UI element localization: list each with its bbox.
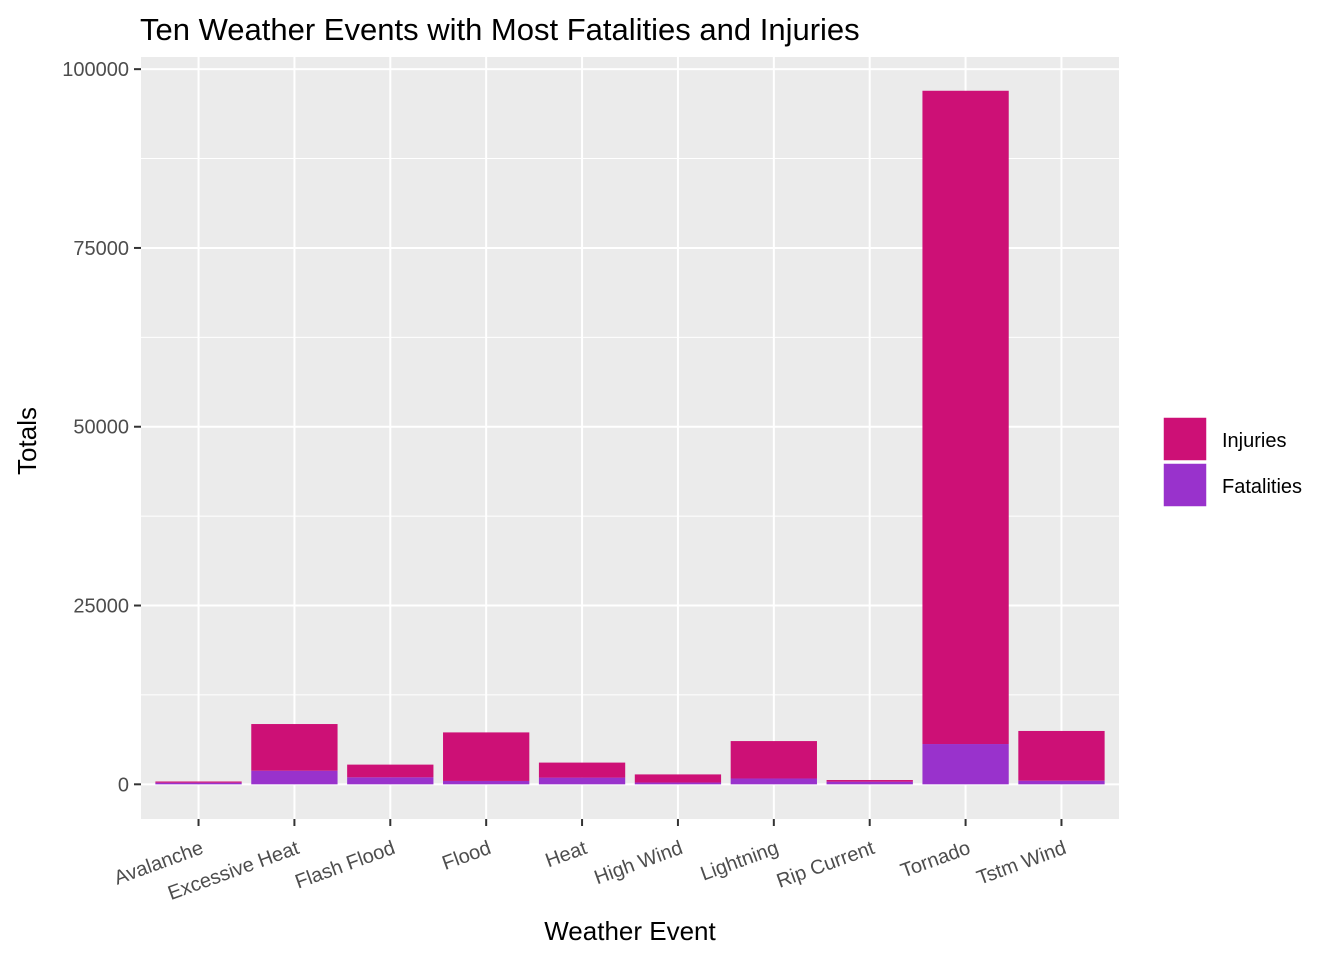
bars — [155, 90, 1105, 785]
y-tick-label: 25000 — [73, 596, 129, 618]
bar-fatalities-tstm-wind — [1018, 780, 1105, 785]
x-tick-label: Flood — [439, 837, 494, 875]
bar-injuries-heat — [538, 762, 626, 778]
bar-fatalities-tornado — [922, 744, 1009, 785]
bar-fatalities-flood — [443, 780, 530, 785]
legend-key-fatalities — [1162, 462, 1208, 508]
y-axis: 0 25000 50000 75000 100000 — [62, 59, 141, 796]
chart-title: Ten Weather Events with Most Fatalities … — [140, 12, 860, 47]
legend: Injuries Fatalities — [1162, 416, 1302, 508]
y-axis-title: Totals — [12, 407, 42, 475]
x-tick-label: Flash Flood — [292, 837, 398, 893]
bar-injuries-avalanche — [155, 781, 242, 783]
legend-key-injuries — [1162, 416, 1208, 462]
x-tick-label: High Wind — [591, 837, 685, 889]
bar-fatalities-lightning — [730, 778, 817, 785]
bar-fatalities-excessive-heat — [251, 770, 338, 785]
y-tick-label: 75000 — [73, 238, 129, 260]
bar-fatalities-avalanche — [155, 782, 242, 785]
x-tick-label: Tstm Wind — [974, 837, 1069, 890]
bar-injuries-tornado — [922, 90, 1009, 745]
y-tick-label: 100000 — [62, 59, 129, 81]
bar-injuries-excessive-heat — [251, 724, 338, 771]
bar-injuries-flash-flood — [347, 764, 434, 778]
bar-injuries-tstm-wind — [1018, 730, 1105, 781]
x-tick-label: Tornado — [898, 837, 973, 882]
x-tick-label: Heat — [543, 837, 591, 872]
grid-lines — [141, 57, 1119, 819]
x-tick-label: Rip Current — [774, 837, 878, 893]
x-tick-label: Lightning — [698, 837, 782, 885]
bar-injuries-lightning — [730, 741, 817, 779]
legend-label-fatalities: Fatalities — [1222, 476, 1302, 498]
y-tick-label: 50000 — [73, 417, 129, 439]
x-axis-title: Weather Event — [544, 916, 716, 946]
bar-fatalities-rip-current — [826, 781, 913, 785]
bar-injuries-flood — [443, 732, 530, 781]
bar-fatalities-high-wind — [634, 782, 722, 785]
y-tick-label: 0 — [118, 774, 129, 796]
bar-fatalities-heat — [538, 777, 626, 785]
bar-injuries-rip-current — [826, 780, 913, 782]
bar-fatalities-flash-flood — [347, 777, 434, 785]
bar-injuries-high-wind — [634, 774, 722, 783]
legend-label-injuries: Injuries — [1222, 430, 1286, 452]
